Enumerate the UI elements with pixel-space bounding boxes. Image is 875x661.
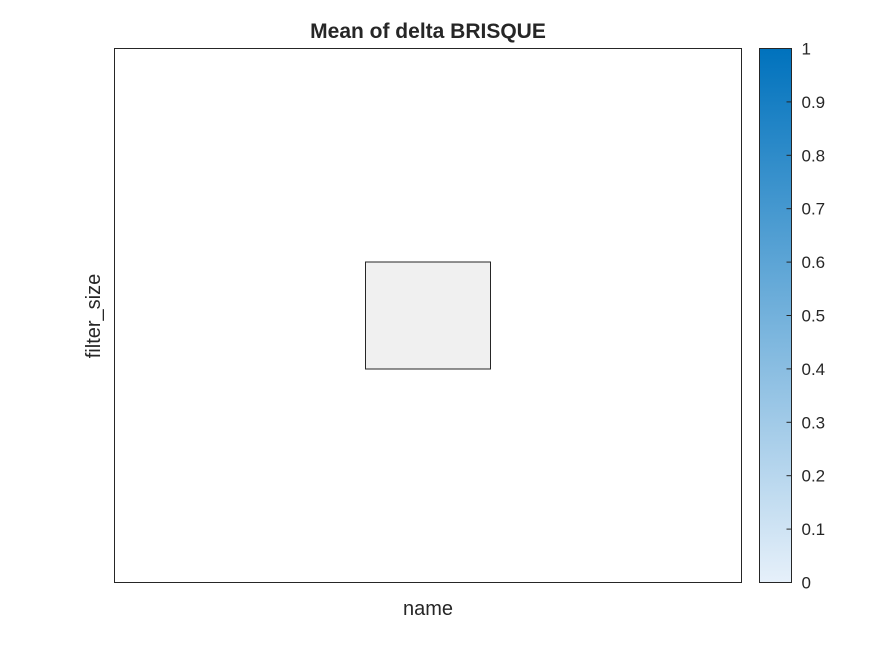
colorbar-tick-label: 0 — [802, 574, 811, 593]
colorbar — [759, 48, 792, 583]
colorbar-ticks: 0 0.1 0.2 0.3 0.4 0.5 0.6 0.7 0.8 0.9 1 — [786, 40, 826, 593]
colorbar-tick-label: 0.5 — [802, 307, 826, 326]
colorbar-tick-label: 0.2 — [802, 467, 826, 486]
colorbar-tick-label: 0.3 — [802, 413, 826, 432]
colorbar-tick-label: 1 — [802, 40, 811, 59]
heatmap-cells — [365, 261, 491, 370]
x-axis-label: name — [403, 598, 453, 620]
heatmap-cell — [365, 261, 491, 370]
colorbar-tick-label: 0.7 — [802, 200, 826, 219]
y-axis-label: filter_size — [83, 274, 105, 358]
colorbar-tick-label: 0.9 — [802, 93, 826, 112]
colorbar-tick-label: 0.6 — [802, 253, 826, 272]
colorbar-tick-label: 0.1 — [802, 520, 826, 539]
colorbar-tick-label: 0.8 — [802, 146, 826, 165]
colorbar-tick-label: 0.4 — [802, 360, 826, 379]
chart-title: Mean of delta BRISQUE — [310, 20, 546, 43]
